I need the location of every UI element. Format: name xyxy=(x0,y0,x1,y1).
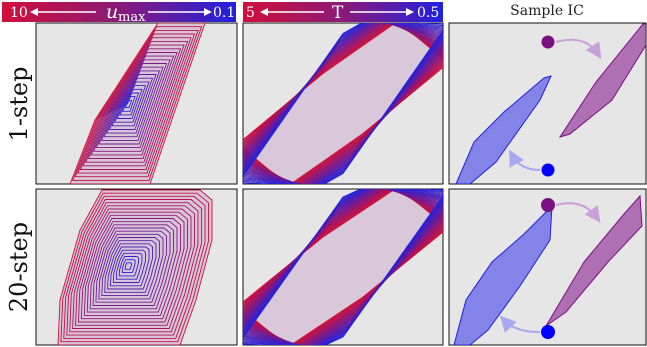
sample-ic-title: Sample IC xyxy=(510,3,584,19)
T-contour xyxy=(243,23,443,184)
purple-arrow-icon xyxy=(555,38,602,60)
umax-contour xyxy=(95,230,167,303)
T-contour xyxy=(243,23,443,184)
row-label-1-step: 1-step xyxy=(5,67,33,142)
umax-symbol: u xyxy=(106,1,118,23)
blue-reachable-region xyxy=(455,75,552,184)
T-contour xyxy=(243,189,443,345)
umax-contour xyxy=(124,99,133,109)
umax-colorbar-gradient xyxy=(2,2,236,22)
umax-contour xyxy=(119,92,140,116)
T-contour xyxy=(243,189,443,345)
umax-contour xyxy=(122,96,136,112)
umax-contour xyxy=(115,252,143,280)
T-colorbar-gradient xyxy=(243,2,443,22)
umax-contour xyxy=(103,70,161,138)
umax-contour xyxy=(66,199,202,336)
umax-contour xyxy=(90,52,178,156)
T-contours-20step xyxy=(243,189,443,345)
blue-arrow-icon xyxy=(499,315,541,333)
umax-contour xyxy=(93,55,175,152)
umax-contour xyxy=(82,40,189,167)
umax-right-arrow-head-icon xyxy=(204,8,212,16)
T-contour xyxy=(243,189,443,345)
umax-contour xyxy=(100,66,164,141)
T-contour xyxy=(243,23,443,184)
umax-contour xyxy=(98,233,164,300)
umax-contour xyxy=(104,240,157,293)
umax-contour xyxy=(108,77,154,130)
blue-ic-dot xyxy=(541,163,555,177)
blue-ic-dot xyxy=(541,325,555,339)
umax-contour xyxy=(80,214,185,320)
umax-contour xyxy=(111,81,150,127)
umax-contour xyxy=(106,74,157,134)
T-contour xyxy=(243,23,443,184)
blue-reachable-region xyxy=(453,204,553,345)
umax-contour xyxy=(71,26,203,181)
umax-contour xyxy=(75,208,192,326)
umax-contour xyxy=(63,195,206,339)
umax-contour xyxy=(79,37,192,170)
umax-contour xyxy=(116,88,143,119)
T-contour xyxy=(243,23,443,184)
umax-contour xyxy=(112,249,146,283)
purple-reachable-region xyxy=(545,194,643,327)
T-contour xyxy=(243,189,443,345)
T-colorbar-left-label: 5 xyxy=(246,5,255,21)
T-colorbar: 5 T 0.5 xyxy=(243,2,443,23)
umax-contour xyxy=(69,202,199,333)
T-contour xyxy=(243,23,443,184)
T-contour xyxy=(243,23,443,184)
purple-ic-dot xyxy=(541,35,555,49)
umax-contour xyxy=(86,221,178,313)
sample-ic-1step xyxy=(455,23,646,184)
umax-colorbar-right-label: 0.1 xyxy=(213,5,235,21)
umax-contour xyxy=(89,224,174,310)
umax-contour xyxy=(101,237,160,297)
umax-contours-1step xyxy=(69,23,206,184)
umax-contour xyxy=(77,211,188,323)
T-contour xyxy=(243,23,443,184)
T-contour xyxy=(243,189,443,345)
purple-ic-dot xyxy=(541,198,555,212)
sample-ic-20step xyxy=(453,194,643,345)
umax-contour xyxy=(83,218,181,316)
umax-contour xyxy=(95,59,171,149)
umax-colorbar-left-label: 10 xyxy=(10,5,28,21)
umax-contour xyxy=(74,29,199,178)
T-symbol: T xyxy=(332,3,344,23)
umax-contour xyxy=(87,48,182,159)
umax-contour xyxy=(98,63,168,145)
umax-contour xyxy=(92,227,171,306)
purple-reachable-region xyxy=(558,23,646,138)
T-contour xyxy=(243,23,443,184)
T-contour xyxy=(243,23,443,184)
umax-contour xyxy=(110,246,150,287)
umax-subscript: max xyxy=(118,10,146,25)
T-contours-1step xyxy=(243,23,443,184)
umax-left-arrow-head-icon xyxy=(30,8,38,16)
purple-arrow-icon xyxy=(555,202,601,223)
umax-contours-20step xyxy=(57,189,213,345)
blue-arrow-icon xyxy=(509,149,541,171)
umax-contour xyxy=(77,33,196,174)
T-colorbar-right-label: 0.5 xyxy=(417,5,439,21)
T-left-arrow-head-icon xyxy=(260,8,268,16)
T-right-arrow-head-icon xyxy=(406,8,414,16)
umax-contour xyxy=(121,259,136,274)
umax-contour xyxy=(124,262,132,270)
umax-colorbar: 10 u max 0.1 xyxy=(2,1,236,25)
umax-contour xyxy=(118,256,139,277)
row-label-20-step: 20-step xyxy=(5,222,33,312)
umax-contour xyxy=(114,85,147,123)
umax-contour xyxy=(107,243,153,290)
umax-contour xyxy=(60,192,209,343)
T-contour xyxy=(243,189,443,345)
umax-contour xyxy=(85,44,185,163)
T-contour xyxy=(243,189,443,345)
umax-contour xyxy=(72,205,195,329)
